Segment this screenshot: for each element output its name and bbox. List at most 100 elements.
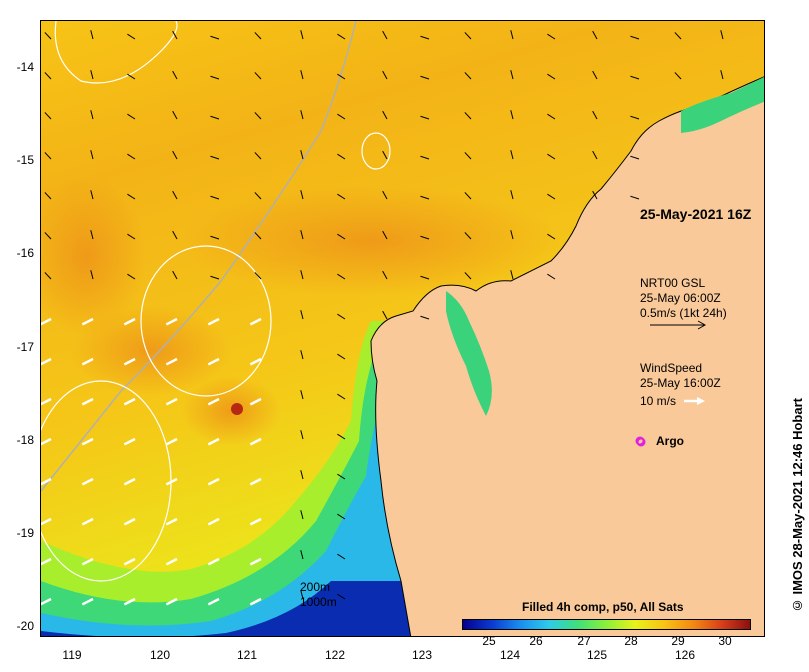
current-arrow bbox=[172, 230, 178, 240]
wind-arrow bbox=[165, 597, 178, 606]
current-legend-time: 25-May 06:00Z bbox=[640, 291, 721, 305]
current-arrow bbox=[172, 150, 178, 160]
current-arrow bbox=[337, 473, 346, 480]
current-arrow bbox=[300, 430, 304, 440]
current-arrow bbox=[127, 193, 136, 200]
wind-arrow bbox=[249, 477, 262, 486]
x-tick-label: 120 bbox=[149, 648, 171, 662]
current-arrow bbox=[300, 190, 304, 200]
current-arrow bbox=[172, 190, 178, 200]
current-arrow bbox=[592, 30, 598, 40]
current-arrow bbox=[300, 30, 304, 40]
x-tick-label: 121 bbox=[236, 648, 258, 662]
current-arrow bbox=[510, 110, 514, 120]
wind-arrow bbox=[123, 557, 136, 566]
current-arrow bbox=[337, 193, 346, 200]
depth-contour-200m bbox=[41, 21, 357, 492]
wind-arrow bbox=[165, 557, 178, 566]
current-arrow bbox=[674, 32, 682, 40]
current-arrow bbox=[300, 150, 304, 160]
current-arrow bbox=[464, 112, 472, 120]
sst-map-canvas bbox=[41, 21, 764, 636]
current-arrow bbox=[337, 553, 346, 560]
current-arrow bbox=[464, 32, 472, 40]
current-arrow bbox=[90, 190, 94, 200]
current-arrow bbox=[382, 230, 388, 240]
current-arrow bbox=[382, 190, 388, 200]
current-arrow bbox=[382, 110, 388, 120]
wind-arrow bbox=[207, 357, 220, 366]
inlet-king-sound bbox=[446, 291, 492, 416]
current-arrow bbox=[210, 275, 220, 280]
wind-arrow bbox=[81, 517, 94, 526]
current-arrow bbox=[44, 32, 52, 40]
wind-arrow bbox=[165, 517, 178, 526]
wind-arrow bbox=[123, 477, 136, 486]
wind-arrow bbox=[81, 317, 94, 326]
wind-arrow bbox=[41, 397, 52, 406]
current-arrow bbox=[337, 113, 346, 120]
wind-arrow bbox=[207, 517, 220, 526]
current-arrow bbox=[382, 70, 388, 80]
current-arrow bbox=[630, 115, 640, 120]
current-arrow bbox=[337, 313, 346, 320]
current-arrow bbox=[420, 75, 430, 80]
current-arrow bbox=[300, 110, 304, 120]
current-arrow bbox=[592, 190, 598, 200]
wind-arrow bbox=[207, 437, 220, 446]
wind-arrow bbox=[41, 477, 52, 486]
current-arrow bbox=[337, 273, 346, 280]
current-contour bbox=[54, 21, 178, 84]
current-arrow bbox=[420, 195, 430, 200]
current-arrow bbox=[337, 393, 346, 400]
current-arrow bbox=[300, 470, 304, 480]
current-arrow bbox=[510, 70, 514, 80]
wind-arrow bbox=[81, 557, 94, 566]
current-arrow bbox=[90, 230, 94, 240]
current-arrow bbox=[254, 272, 262, 280]
y-tick-label: -14 bbox=[16, 60, 34, 74]
current-arrow bbox=[172, 70, 178, 80]
current-arrow bbox=[592, 70, 598, 80]
colorbar-tick: 28 bbox=[624, 634, 638, 648]
y-tick-label: -20 bbox=[16, 619, 34, 633]
current-arrow bbox=[382, 30, 388, 40]
wind-arrow bbox=[165, 397, 178, 406]
current-arrow bbox=[630, 35, 640, 40]
wind-arrow bbox=[165, 317, 178, 326]
current-arrow bbox=[210, 235, 220, 240]
current-arrow bbox=[337, 593, 346, 600]
current-arrow bbox=[337, 153, 346, 160]
wind-arrow bbox=[207, 397, 220, 406]
current-arrow bbox=[420, 235, 430, 240]
current-arrow bbox=[337, 73, 346, 80]
colorbar-tick: 29 bbox=[671, 634, 685, 648]
current-arrow bbox=[382, 150, 388, 160]
wind-arrow bbox=[41, 357, 52, 366]
current-arrow bbox=[210, 115, 220, 120]
y-tick-label: -18 bbox=[16, 433, 34, 447]
wind-legend-scale: 10 m/s bbox=[640, 394, 677, 408]
wind-arrow bbox=[249, 397, 262, 406]
current-arrow bbox=[337, 233, 346, 240]
current-arrow bbox=[510, 270, 514, 280]
y-tick-label: -17 bbox=[16, 340, 34, 354]
current-arrow bbox=[720, 30, 724, 40]
current-arrow bbox=[337, 33, 346, 40]
colorbar-tick: 30 bbox=[718, 634, 732, 648]
current-arrow bbox=[300, 70, 304, 80]
current-arrow bbox=[547, 73, 556, 80]
current-arrow bbox=[510, 30, 514, 40]
current-arrow bbox=[630, 155, 640, 160]
current-arrow bbox=[300, 350, 304, 360]
current-arrow bbox=[172, 270, 178, 280]
current-arrow bbox=[172, 30, 178, 40]
wind-arrow bbox=[249, 597, 262, 606]
warm-sst-patch bbox=[41, 176, 146, 336]
wind-arrow bbox=[207, 317, 220, 326]
wind-arrow bbox=[165, 357, 178, 366]
current-arrow bbox=[127, 113, 136, 120]
current-arrow bbox=[630, 75, 640, 80]
current-arrow bbox=[300, 550, 304, 560]
current-arrow bbox=[464, 232, 472, 240]
